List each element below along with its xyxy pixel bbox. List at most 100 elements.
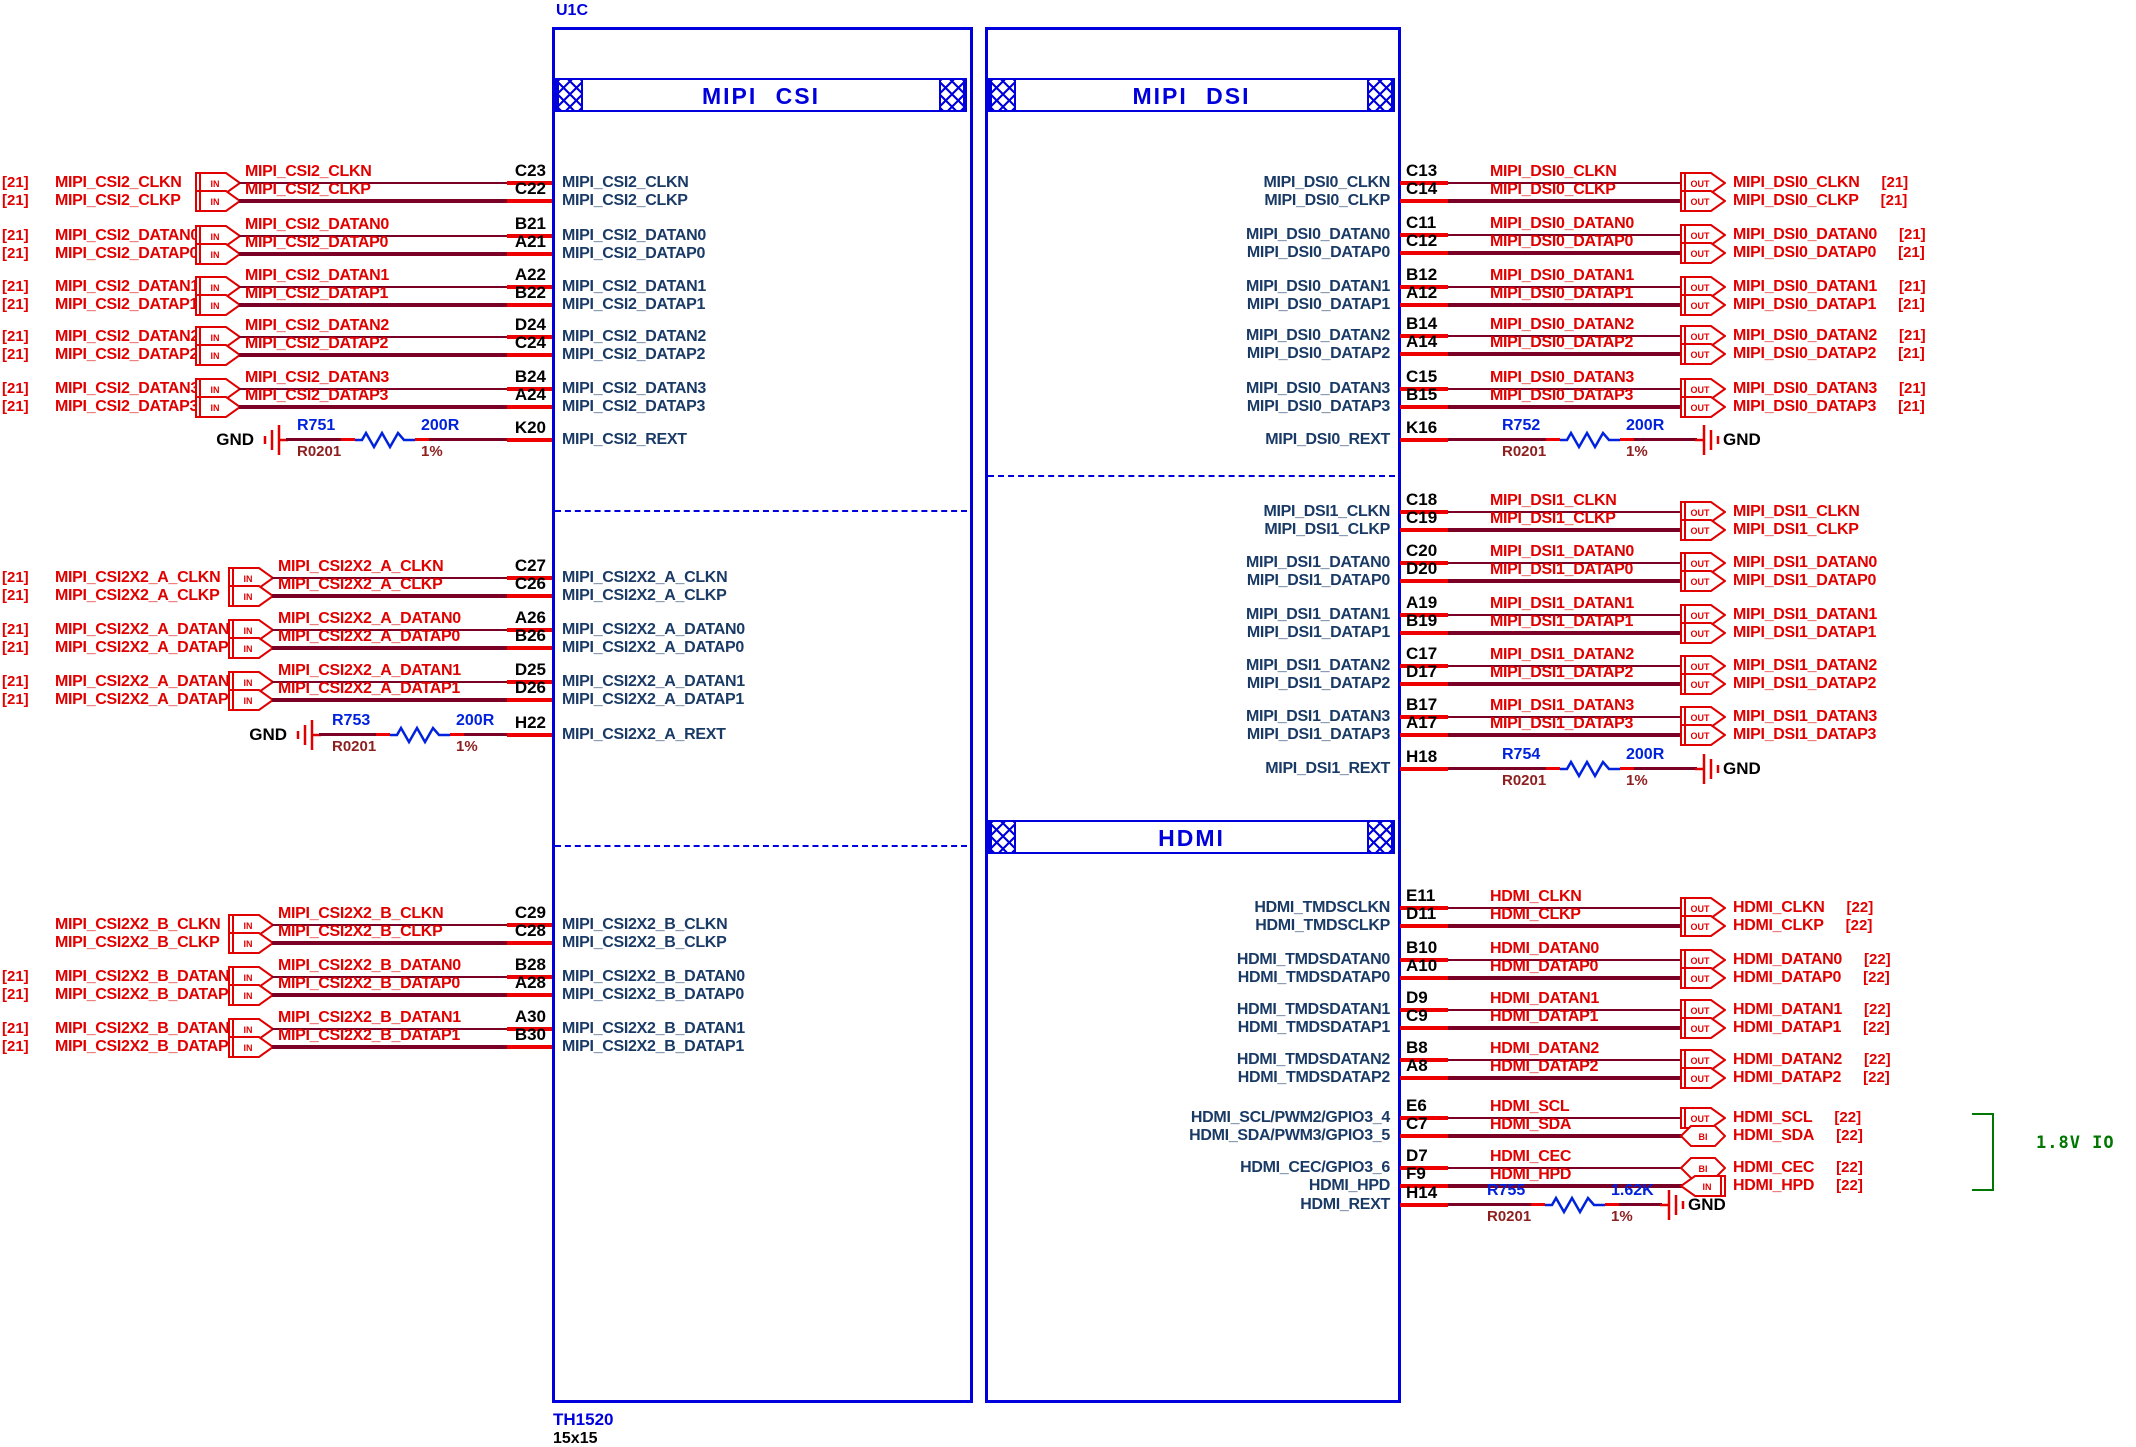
chip-pin-name: MIPI_DSI0_DATAN3 — [1246, 380, 1390, 397]
external-net-row: MIPI_DSI0_DATAN1 [21] — [1733, 278, 1926, 296]
port-out-icon: OUT — [1680, 1107, 1727, 1134]
svg-text:IN: IN — [211, 351, 220, 361]
external-net-label: HDMI_CEC — [1733, 1159, 1815, 1176]
resistor-value: 200R — [456, 712, 495, 729]
external-net-label: MIPI_DSI0_DATAN0 — [1733, 226, 1877, 243]
pin-number: B19 — [1406, 611, 1438, 630]
net-label: MIPI_DSI0_DATAP2 — [1490, 334, 1634, 351]
svg-text:OUT: OUT — [1691, 974, 1711, 984]
chip-pin-name: MIPI_DSI1_DATAN2 — [1246, 657, 1390, 674]
port-bi-icon: BI — [1679, 1125, 1727, 1152]
pin-stub — [1400, 1058, 1448, 1062]
pin-number: F9 — [1406, 1164, 1426, 1183]
net-label: MIPI_CSI2_DATAN0 — [245, 216, 389, 233]
chip-pin-name: MIPI_CSI2_DATAN0 — [562, 227, 706, 244]
pin-stub — [1400, 438, 1448, 442]
pin-stub — [1400, 976, 1448, 980]
svg-text:BI: BI — [1699, 1164, 1708, 1174]
resistor-icon — [1545, 1195, 1605, 1220]
pin-number: C26 — [514, 574, 546, 593]
page-ref: [21] — [2, 380, 29, 397]
wire — [286, 438, 341, 441]
banner-hdmi: HDMI — [988, 820, 1395, 854]
part-number-label: TH1520 — [553, 1410, 614, 1429]
net-label: MIPI_DSI1_DATAN1 — [1490, 595, 1634, 612]
resistor-designator: R752 — [1502, 417, 1541, 434]
gnd-symbol-icon — [291, 717, 321, 758]
port-out-icon: OUT — [1680, 1067, 1727, 1094]
wire — [1400, 1167, 1682, 1169]
net-label: MIPI_DSI0_DATAP1 — [1490, 285, 1634, 302]
pin-stub — [507, 438, 552, 442]
pin-number: C9 — [1406, 1006, 1428, 1025]
net-label: HDMI_DATAP2 — [1490, 1058, 1599, 1075]
port-in-icon: IN — [228, 585, 275, 612]
chip-pin-name: MIPI_CSI2_DATAP1 — [562, 296, 706, 313]
page-ref: [22] — [1864, 1001, 1891, 1018]
chip-pin-name: MIPI_DSI1_REXT — [1265, 760, 1390, 777]
pin-number: D20 — [1406, 559, 1438, 578]
chip-pin-name: MIPI_DSI0_DATAN1 — [1246, 278, 1390, 295]
port-in-icon: IN — [195, 396, 242, 423]
pin-stub — [1400, 1166, 1448, 1170]
external-net-label: MIPI_DSI1_DATAP0 — [1733, 572, 1877, 589]
pin-number: B14 — [1406, 314, 1438, 333]
svg-text:IN: IN — [211, 283, 220, 293]
pin-stub — [507, 199, 552, 203]
chip-pin-name: MIPI_DSI0_REXT — [1265, 431, 1390, 448]
chip-body-dsi — [985, 27, 1401, 1403]
wire — [1400, 182, 1682, 184]
net-label: MIPI_CSI2_DATAP3 — [245, 387, 389, 404]
svg-text:IN: IN — [211, 250, 220, 260]
wire — [1448, 438, 1546, 441]
external-net-row: HDMI_DATAN0 [22] — [1733, 951, 1891, 969]
chip-pin-name: MIPI_CSI2X2_B_CLKN — [562, 916, 728, 933]
page-ref: [22] — [1864, 1051, 1891, 1068]
chip-pin-name: HDMI_SDA/PWM3/GPIO3_5 — [1189, 1127, 1390, 1144]
wire — [1400, 199, 1682, 203]
wire — [239, 286, 552, 288]
external-net-label: MIPI_DSI1_DATAN1 — [1733, 606, 1877, 623]
pin-stub — [1400, 1076, 1448, 1080]
svg-text:OUT: OUT — [1691, 1024, 1711, 1034]
page-ref: [22] — [1863, 1069, 1890, 1086]
pin-number: A14 — [1406, 332, 1438, 351]
resistor-designator: R755 — [1487, 1182, 1526, 1199]
chip-pin-name: MIPI_CSI2_DATAN1 — [562, 278, 706, 295]
external-net-label: HDMI_SCL — [1733, 1109, 1813, 1126]
wire — [1400, 286, 1682, 288]
pin-stub — [507, 387, 552, 391]
package-size-label: 15x15 — [553, 1430, 598, 1447]
page-ref: [21] — [2, 968, 29, 985]
wire — [1400, 1076, 1682, 1080]
port-in-icon: IN — [195, 378, 242, 405]
page-ref: [21] — [2, 569, 29, 586]
wire — [272, 1028, 552, 1030]
net-label: MIPI_DSI0_CLKN — [1490, 163, 1617, 180]
port-out-icon: OUT — [1680, 570, 1727, 597]
port-out-icon: OUT — [1680, 172, 1727, 199]
pin-number: D24 — [514, 315, 546, 334]
wire — [1546, 438, 1560, 441]
pin-stub — [1400, 906, 1448, 910]
wire — [1400, 528, 1682, 532]
net-label: MIPI_DSI1_DATAN2 — [1490, 646, 1634, 663]
pin-stub — [1400, 733, 1448, 737]
page-ref: [22] — [1836, 1177, 1863, 1194]
pin-number: A12 — [1406, 283, 1438, 302]
svg-text:IN: IN — [244, 592, 253, 602]
pin-stub — [1400, 510, 1448, 514]
net-label: MIPI_DSI0_DATAN2 — [1490, 316, 1634, 333]
external-net-label: MIPI_DSI0_CLKN — [1733, 174, 1860, 191]
wire — [272, 681, 552, 683]
pin-number: K20 — [514, 418, 546, 437]
wire — [272, 941, 552, 945]
port-in-icon: IN — [228, 637, 275, 664]
external-net-label: MIPI_CSI2X2_B_CLKP — [55, 934, 220, 951]
banner-title-hdmi: HDMI — [1158, 825, 1225, 851]
external-net-label: HDMI_CLKP — [1733, 917, 1824, 934]
page-ref: [21] — [2, 986, 29, 1003]
pin-number: B8 — [1406, 1038, 1428, 1057]
resistor-footprint: R0201 — [297, 443, 342, 460]
pin-number: B12 — [1406, 265, 1438, 284]
